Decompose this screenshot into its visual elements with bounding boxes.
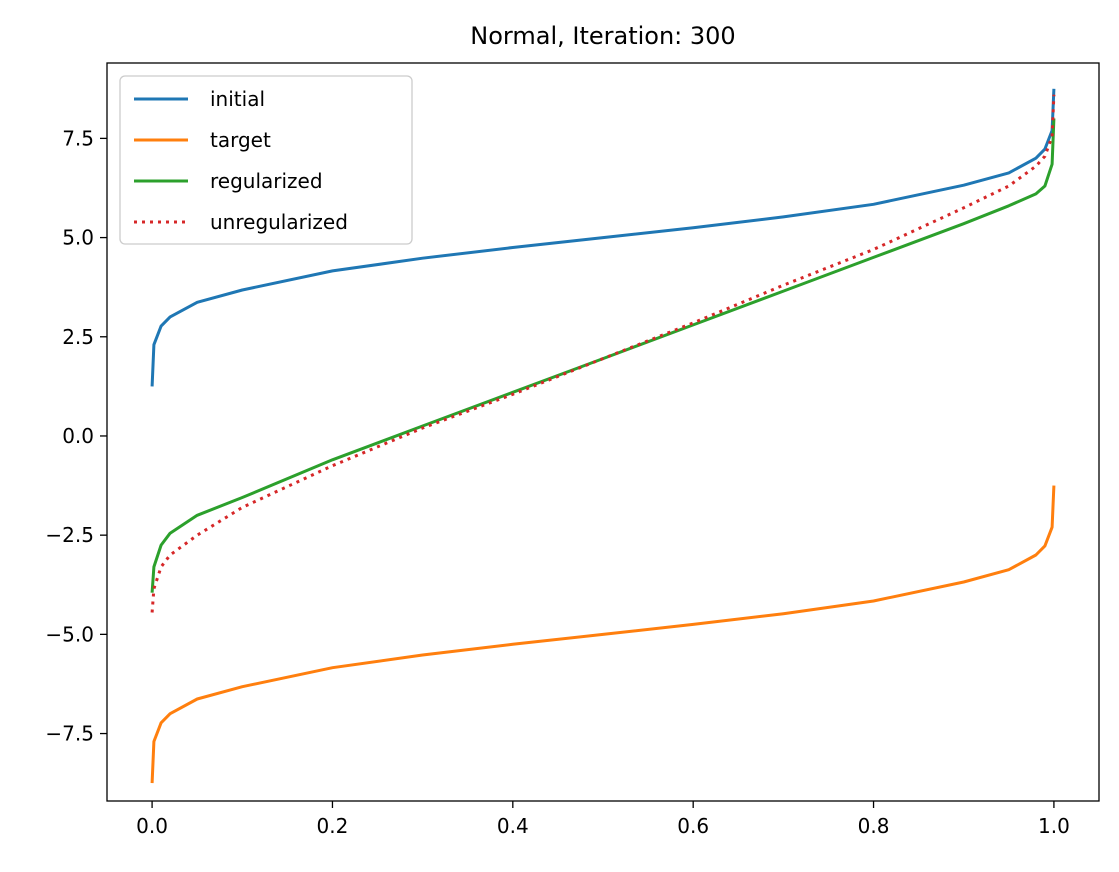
chart-title: Normal, Iteration: 300 — [470, 22, 735, 50]
y-tick-label: −5.0 — [45, 622, 94, 646]
legend-box — [119, 75, 413, 245]
legend-label-unregularized: unregularized — [210, 210, 348, 234]
legend-label-regularized: regularized — [210, 169, 323, 193]
series-line-initial — [150, 88, 1056, 387]
legend-label-target: target — [210, 128, 271, 152]
x-tick-label: 0.4 — [497, 814, 529, 838]
x-tick-label: 0.8 — [858, 814, 890, 838]
y-tick-label: 0.0 — [62, 424, 94, 448]
x-tick-label: 0.2 — [317, 814, 349, 838]
y-tick-label: −7.5 — [45, 722, 94, 746]
series-line-unregularized — [150, 94, 1056, 613]
legend: initial target regularized unregularized — [119, 75, 413, 245]
x-axis: 0.0 0.2 0.4 0.6 0.8 1.0 — [136, 801, 1070, 838]
y-tick-label: 5.0 — [62, 226, 94, 250]
x-tick-label: 0.0 — [136, 814, 168, 838]
plot-area — [106, 62, 1100, 802]
y-tick-label: 2.5 — [62, 325, 94, 349]
x-tick-label: 1.0 — [1038, 814, 1070, 838]
series-line-target — [150, 485, 1056, 784]
y-tick-label: −2.5 — [45, 523, 94, 547]
series-layer — [150, 88, 1056, 784]
y-axis: −7.5 −5.0 −2.5 0.0 2.5 5.0 7.5 — [45, 126, 107, 746]
legend-label-initial: initial — [210, 87, 265, 111]
y-tick-label: 7.5 — [62, 126, 94, 150]
axes-frame — [106, 62, 1100, 802]
legend-entries: initial target regularized unregularized — [134, 87, 348, 234]
x-tick-label: 0.6 — [677, 814, 709, 838]
